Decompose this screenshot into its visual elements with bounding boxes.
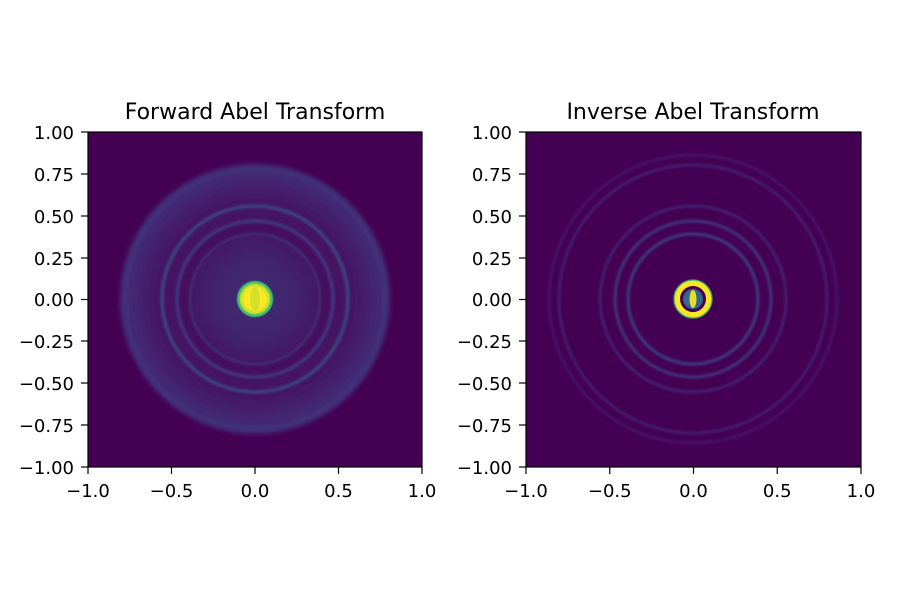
inverse-ring-2 — [613, 219, 773, 379]
forward-x-tick-label: 0.0 — [241, 481, 270, 502]
inverse-y-tick-label: −1.00 — [457, 458, 512, 479]
inverse-y-tick-label: −0.50 — [457, 374, 512, 395]
inverse-y-tick-label: 1.00 — [472, 123, 512, 144]
forward-x-tick-label: −0.5 — [150, 481, 194, 502]
inverse-x-tick-label: −0.5 — [588, 481, 632, 502]
inverse-y-tick-label: 0.00 — [472, 290, 512, 311]
inverse-x-tick-label: 0.5 — [763, 481, 792, 502]
forward-ring-1 — [175, 219, 335, 379]
forward-y-tick-label: −0.50 — [19, 374, 74, 395]
forward-x-tick-label: 1.0 — [408, 481, 437, 502]
inverse-y-ticks — [519, 131, 526, 468]
forward-x-ticks — [87, 467, 423, 474]
forward-y-ticks — [81, 131, 88, 468]
forward-y-tick-label: 0.25 — [34, 249, 74, 270]
forward-y-tick-label: 0.75 — [34, 165, 74, 186]
inverse-x-ticks — [525, 467, 862, 474]
inverse-core-bar — [689, 290, 697, 308]
inverse-x-tick-label: 1.0 — [847, 481, 876, 502]
inverse-y-tick-label: 0.75 — [472, 165, 512, 186]
inverse-ring-3 — [599, 205, 787, 393]
forward-title: Forward Abel Transform — [125, 100, 386, 125]
inverse-title: Inverse Abel Transform — [566, 100, 819, 125]
inverse-x-tick-label: −1.0 — [504, 481, 548, 502]
inverse-x-tick-label: 0.0 — [679, 481, 708, 502]
forward-y-tick-label: 0.50 — [34, 207, 74, 228]
forward-x-tick-label: −1.0 — [66, 481, 110, 502]
forward-ring-4 — [122, 166, 388, 432]
forward-core-center — [250, 287, 260, 311]
forward-image — [88, 132, 422, 467]
forward-y-tick-label: −0.75 — [19, 416, 74, 437]
forward-y-tick-label: 0.00 — [34, 290, 74, 311]
forward-ring-3 — [189, 233, 321, 365]
inverse-core-edge — [673, 279, 713, 319]
forward-y-tick-label: 1.00 — [34, 123, 74, 144]
inverse-panel: Inverse Abel Transform −1.0 −0.5 0.0 0. — [457, 100, 875, 502]
forward-y-tick-label: −0.25 — [19, 332, 74, 353]
inverse-image — [526, 132, 861, 467]
forward-y-tick-label: −1.00 — [19, 458, 74, 479]
inverse-y-tick-label: 0.25 — [472, 249, 512, 270]
inverse-y-tick-label: 0.50 — [472, 207, 512, 228]
inverse-outer-ring — [558, 164, 828, 434]
forward-x-tick-label: 0.5 — [324, 481, 353, 502]
inverse-y-tick-label: −0.25 — [457, 332, 512, 353]
inverse-core-ring — [674, 280, 712, 318]
forward-panel: Forward Abel Transform −1.0 −0.5 0.0 0. — [19, 100, 436, 502]
forward-core-edge — [238, 282, 272, 316]
forward-ring-2 — [160, 204, 350, 394]
inverse-y-tick-label: −0.75 — [457, 416, 512, 437]
inverse-ring-1 — [626, 232, 760, 366]
inverse-outer-ring-2 — [548, 154, 838, 444]
